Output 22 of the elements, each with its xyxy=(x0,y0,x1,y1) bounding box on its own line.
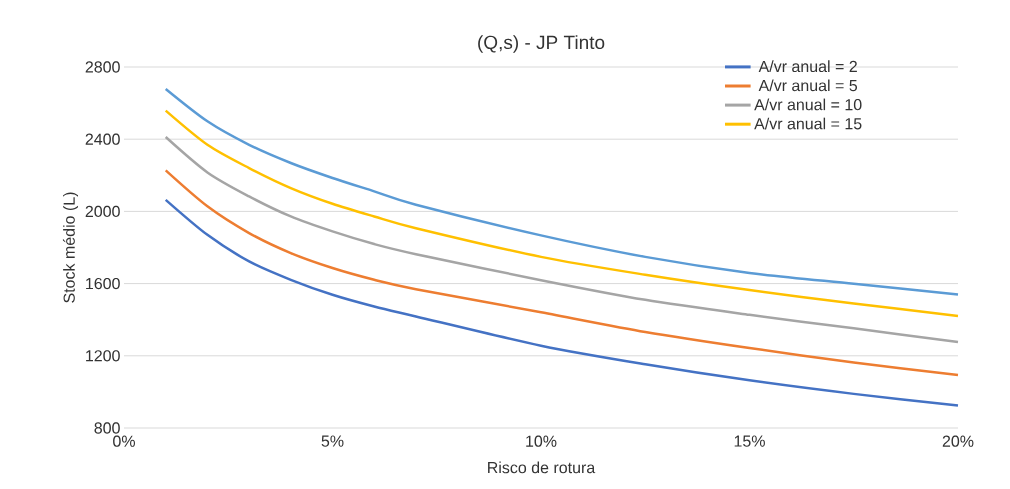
legend-label: A/vr anual = 15 xyxy=(754,117,862,130)
chart-title: (Q,s) - JP Tinto xyxy=(478,35,605,53)
y-tick-label: 2400 xyxy=(85,133,120,145)
x-tick-label: 20% xyxy=(942,435,974,447)
legend-label: A/vr anual = 2 xyxy=(758,60,857,73)
y-tick-label: 1600 xyxy=(86,277,120,290)
y-tick-label: 1200 xyxy=(86,350,120,362)
x-tick-label: 5% xyxy=(321,435,344,447)
legend-label: A/vr anual = 5 xyxy=(758,79,858,92)
y-tick-label: 2800 xyxy=(85,61,120,73)
line-series xyxy=(164,198,960,407)
y-tick-label: 2000 xyxy=(85,205,120,218)
legend-label: A/vr anual = 10 xyxy=(754,98,862,111)
x-tick-label: 10% xyxy=(526,435,557,447)
line-series xyxy=(164,135,960,344)
y-tick-label: 800 xyxy=(94,422,120,434)
x-tick-label: 0% xyxy=(113,435,135,447)
x-axis-title: Risco de rotura xyxy=(488,461,596,474)
line-series xyxy=(164,169,960,377)
line-series xyxy=(164,109,960,318)
y-axis-title: Stock médio (L) xyxy=(62,192,79,303)
x-tick-label: 15% xyxy=(734,435,765,447)
